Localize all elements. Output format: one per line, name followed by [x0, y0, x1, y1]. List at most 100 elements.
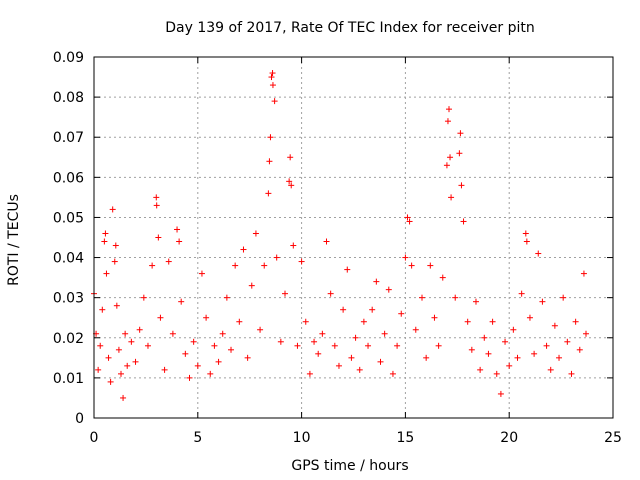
data-point — [128, 338, 135, 345]
data-point — [402, 254, 409, 261]
data-point — [457, 130, 464, 137]
y-tick-label: 0.01 — [53, 371, 84, 387]
data-markers — [91, 70, 590, 401]
data-point — [427, 262, 434, 269]
data-point — [111, 258, 118, 265]
y-tick-label: 0.06 — [53, 170, 84, 186]
data-point — [155, 234, 162, 241]
y-axis-label: ROTI / TECUs — [6, 194, 22, 286]
data-point — [132, 358, 139, 365]
data-point — [101, 238, 108, 245]
data-point — [331, 342, 338, 349]
data-point — [102, 230, 109, 237]
data-point — [464, 318, 471, 325]
x-tick-label: 10 — [293, 430, 311, 446]
x-tick-label: 0 — [90, 430, 99, 446]
data-point — [389, 370, 396, 377]
data-point — [419, 294, 426, 301]
data-point — [252, 230, 259, 237]
data-point — [381, 330, 388, 337]
data-point — [458, 182, 465, 189]
data-point — [182, 350, 189, 357]
data-point — [203, 314, 210, 321]
data-point — [95, 366, 102, 373]
data-point — [315, 350, 322, 357]
data-point — [157, 314, 164, 321]
data-point — [153, 194, 160, 201]
data-point — [269, 70, 276, 77]
data-point — [273, 254, 280, 261]
data-point — [412, 326, 419, 333]
data-point — [277, 338, 284, 345]
data-point — [165, 258, 172, 265]
data-point — [319, 330, 326, 337]
data-point — [223, 294, 230, 301]
data-point — [219, 330, 226, 337]
data-point — [267, 134, 274, 141]
data-point — [232, 262, 239, 269]
data-point — [394, 342, 401, 349]
data-point — [207, 370, 214, 377]
data-point — [115, 346, 122, 353]
y-tick-label: 0.02 — [53, 331, 84, 347]
data-point — [502, 338, 509, 345]
data-point — [435, 342, 442, 349]
data-point — [105, 354, 112, 361]
data-point — [265, 190, 272, 197]
data-point — [369, 306, 376, 313]
data-point — [431, 314, 438, 321]
x-tick-label: 5 — [193, 430, 202, 446]
data-point — [228, 346, 235, 353]
data-point — [356, 366, 363, 373]
data-point — [489, 318, 496, 325]
data-point — [468, 346, 475, 353]
data-point — [311, 338, 318, 345]
data-point — [506, 362, 513, 369]
data-point — [281, 290, 288, 297]
data-point — [169, 330, 176, 337]
gridlines — [94, 57, 613, 418]
data-point — [543, 342, 550, 349]
data-point — [460, 218, 467, 225]
data-point — [194, 362, 201, 369]
data-point — [99, 306, 106, 313]
data-point — [122, 330, 129, 337]
data-point — [477, 366, 484, 373]
data-point — [443, 162, 450, 169]
y-tick-label: 0.08 — [53, 90, 84, 106]
data-point — [266, 158, 273, 165]
data-point — [327, 290, 334, 297]
data-point — [198, 270, 205, 277]
data-point — [124, 362, 131, 369]
y-tick-label: 0.07 — [53, 130, 84, 146]
x-axis-label: GPS time / hours — [291, 458, 408, 474]
data-point — [348, 354, 355, 361]
data-point — [178, 298, 185, 305]
data-point — [481, 334, 488, 341]
data-point — [186, 374, 193, 381]
data-point — [568, 370, 575, 377]
data-point — [535, 250, 542, 257]
data-point — [240, 246, 247, 253]
data-point — [485, 350, 492, 357]
data-point — [447, 154, 454, 161]
data-point — [268, 74, 275, 81]
data-point — [547, 366, 554, 373]
data-point — [257, 326, 264, 333]
x-tick-label: 20 — [500, 430, 518, 446]
data-point — [576, 346, 583, 353]
chart-title: Day 139 of 2017, Rate Of TEC Index for r… — [165, 20, 535, 36]
data-point — [526, 314, 533, 321]
data-point — [136, 326, 143, 333]
data-point — [298, 258, 305, 265]
data-point — [140, 294, 147, 301]
data-point — [406, 218, 413, 225]
data-point — [120, 394, 127, 401]
data-point — [493, 370, 500, 377]
data-point — [439, 274, 446, 281]
data-point — [452, 294, 459, 301]
data-point — [269, 82, 276, 89]
data-point — [352, 334, 359, 341]
data-point — [287, 154, 294, 161]
